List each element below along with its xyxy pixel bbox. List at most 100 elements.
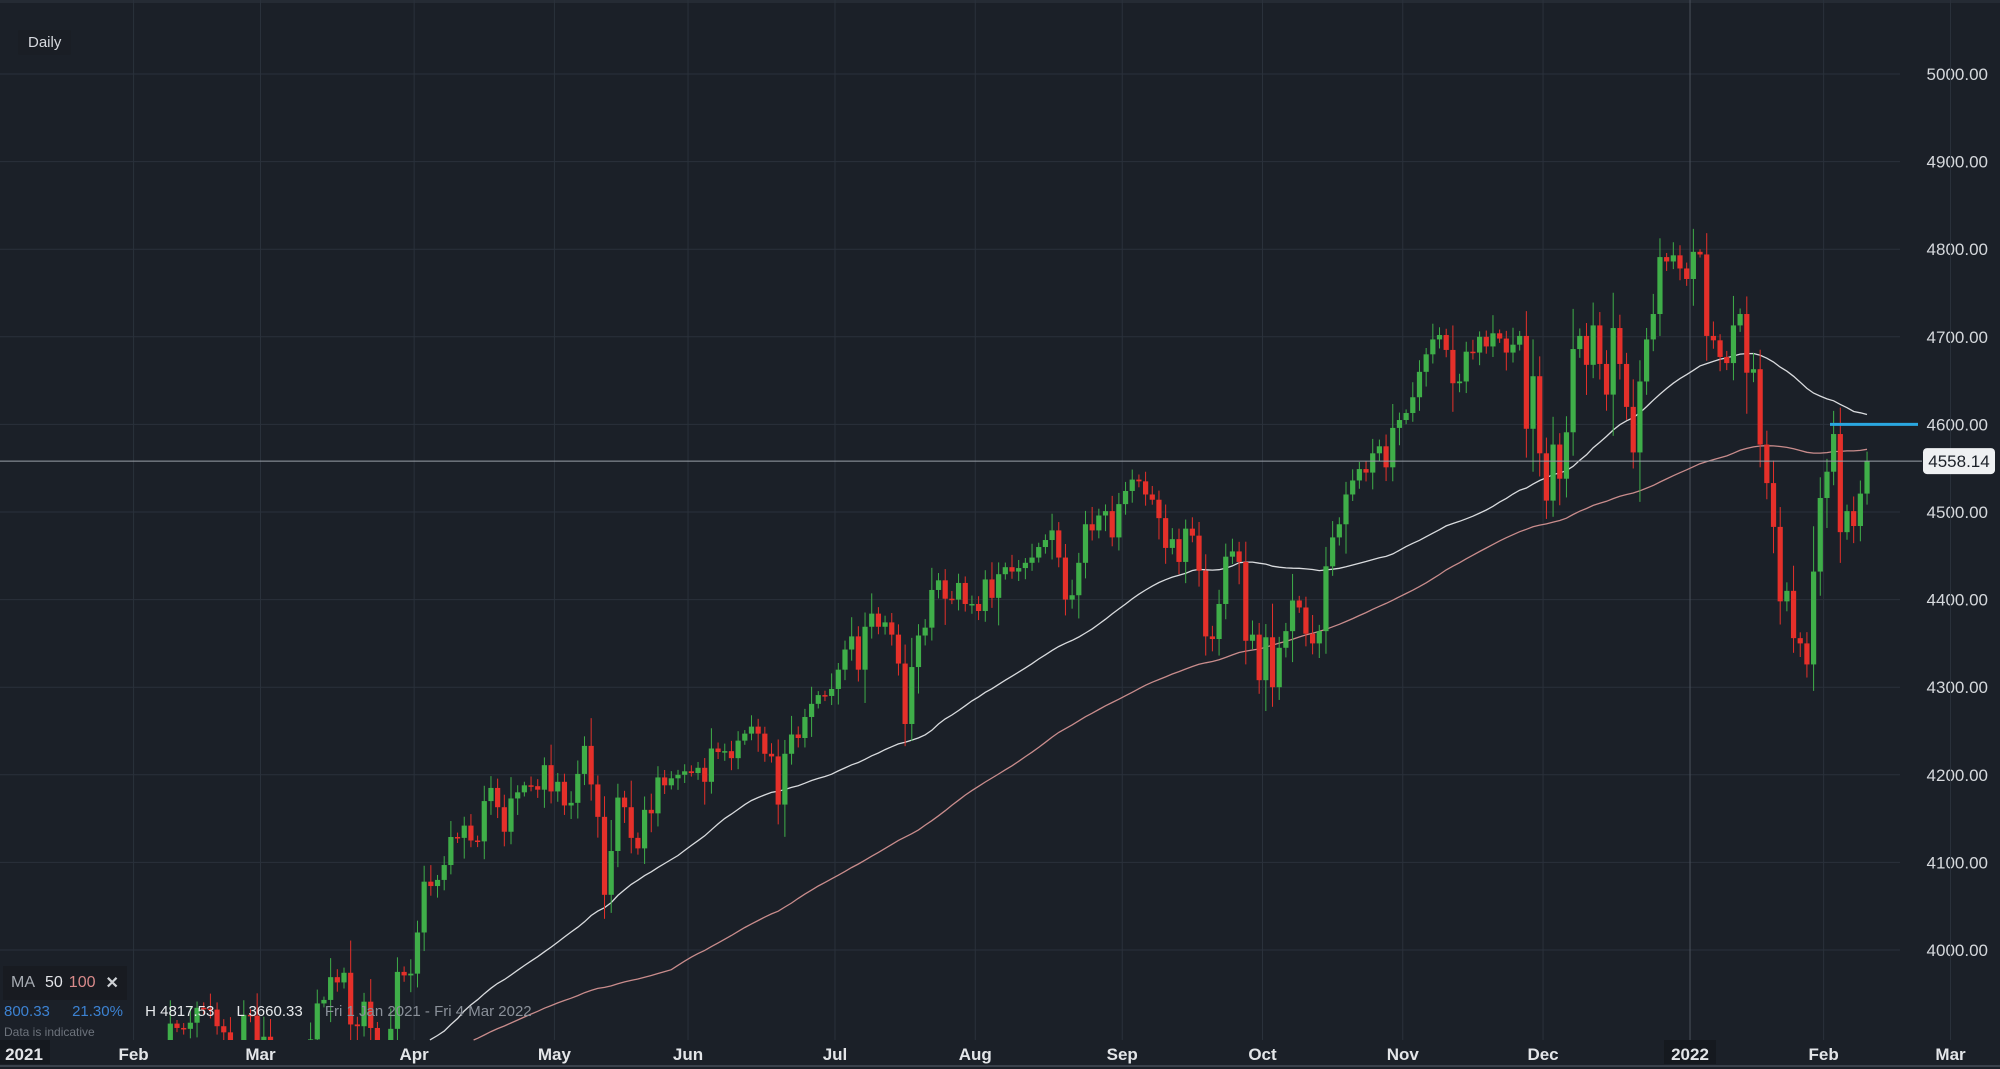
candle-down [662, 777, 668, 786]
candle-up [1563, 432, 1570, 479]
candle-up [615, 797, 621, 852]
candle-down [1684, 268, 1690, 279]
candle-up [1122, 490, 1129, 505]
low-value: L 3660.33 [236, 1003, 303, 1020]
x-tick-label: Aug [959, 1045, 992, 1064]
candle-up [461, 825, 467, 838]
candle-down [1303, 607, 1309, 634]
candle-up [1069, 595, 1075, 600]
candle-down [374, 1027, 380, 1040]
y-tick-label: 4400.00 [1927, 591, 1988, 610]
candle-down [1583, 335, 1590, 365]
candle-up [1390, 427, 1396, 468]
candle-down [1089, 524, 1095, 531]
indicator-label: MA [11, 974, 35, 991]
candle-down [1503, 338, 1509, 353]
candle-up [1811, 571, 1817, 665]
top-border [0, 0, 2000, 3]
candle-up [869, 613, 875, 627]
candle-up [581, 745, 588, 774]
candle-down [1623, 363, 1630, 407]
candle-up [541, 765, 547, 790]
interval-selector[interactable]: Daily [18, 30, 72, 55]
candle-down [1450, 349, 1456, 384]
candle-up [1022, 562, 1028, 569]
candle-up [1036, 547, 1042, 558]
candle-up [742, 733, 748, 741]
candle-up [835, 669, 841, 689]
candle-down [1209, 636, 1215, 640]
candle-down [1296, 600, 1302, 608]
candle-up [167, 1023, 173, 1040]
candle-up [1610, 328, 1616, 395]
candle-down [702, 767, 708, 782]
candle-up [194, 1007, 200, 1023]
y-tick-label: 4900.00 [1927, 153, 1988, 172]
candle-down [895, 634, 902, 664]
candle-up [328, 977, 334, 1000]
candle-up [1436, 335, 1443, 340]
candle-up [1463, 351, 1469, 382]
candle-down [1804, 643, 1810, 665]
x-tick-label: Sep [1107, 1045, 1138, 1064]
candle-up [1049, 530, 1055, 541]
candle-up [922, 627, 928, 636]
candle-down [1156, 499, 1162, 519]
candle-down [875, 613, 881, 627]
candle-up [1263, 637, 1269, 681]
candle-down [1777, 526, 1783, 602]
candle-down [1537, 376, 1543, 454]
candle-down [214, 1009, 220, 1027]
close-icon[interactable]: ✕ [105, 975, 119, 992]
candle-down [495, 787, 501, 808]
candle-down [207, 1008, 213, 1011]
candle-down [1109, 511, 1115, 538]
candle-up [187, 1022, 193, 1029]
candle-up [1864, 461, 1870, 494]
candle-down [468, 825, 474, 841]
candle-down [1483, 336, 1489, 347]
candle-down [1770, 483, 1777, 527]
candle-up [441, 865, 447, 880]
y-tick-label: 4500.00 [1927, 503, 1988, 522]
moving-average-legend: MA 50 100 ✕ [3, 966, 127, 1000]
candle-down [454, 836, 461, 839]
candle-up [1096, 515, 1102, 531]
candle-down [1724, 356, 1730, 364]
candle-down [1630, 406, 1636, 453]
x-tick-label: 2021 [5, 1045, 43, 1064]
candles-group [167, 228, 1870, 1041]
candle-up [608, 851, 614, 895]
candle-up [915, 635, 922, 668]
candle-down [1136, 479, 1142, 482]
candle-down [635, 837, 641, 849]
candle-down [528, 785, 534, 787]
candle-down [561, 781, 568, 806]
candle-up [735, 740, 741, 759]
candle-up [1657, 257, 1663, 315]
candle-down [768, 753, 775, 757]
candle-down [976, 603, 982, 611]
candle-up [842, 649, 848, 670]
y-tick-label: 4000.00 [1927, 941, 1988, 960]
ma-period-50[interactable]: 50 [45, 974, 63, 991]
ma-period-100[interactable]: 100 [68, 974, 96, 991]
candle-down [1543, 453, 1549, 501]
y-tick-label: 4800.00 [1927, 240, 1988, 259]
candle-up [241, 1014, 247, 1040]
candle-down [1523, 335, 1529, 429]
candle-down [227, 1032, 234, 1040]
candle-down [1203, 570, 1209, 637]
y-tick-label: 4700.00 [1927, 328, 1988, 347]
candle-up [829, 688, 835, 696]
candle-up [1356, 469, 1362, 481]
candle-up [1323, 566, 1329, 632]
candle-down [1383, 446, 1389, 468]
current-price-label: 4558.14 [1928, 452, 1989, 471]
x-tick-label: Jun [673, 1045, 703, 1064]
candle-down [889, 622, 895, 635]
candle-down [1056, 530, 1062, 558]
candle-down [247, 1014, 254, 1017]
candle-up [1831, 434, 1837, 472]
